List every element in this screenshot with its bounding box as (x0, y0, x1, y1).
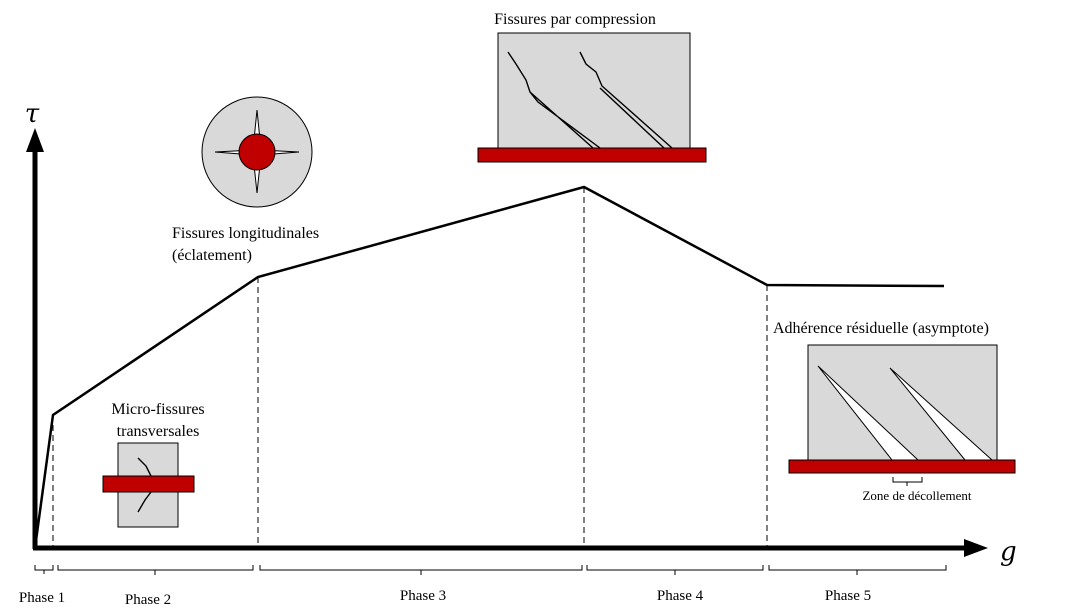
annotation: (éclatement) (172, 247, 252, 264)
annotation: Micro-fissures (111, 401, 204, 418)
residual-inset (788, 344, 1016, 486)
phase-label: Phase 2 (125, 592, 171, 608)
splitting-inset (201, 96, 313, 208)
micro-crack-inset (102, 442, 195, 528)
axes (26, 128, 988, 557)
phase-boundaries (52, 187, 768, 548)
annotation: Fissures longitudinales (172, 225, 319, 242)
y-axis-label: τ (25, 99, 40, 129)
phase-label: Phase 5 (825, 588, 871, 604)
annotation: Zone de décollement (862, 488, 971, 503)
phase-label: Phase 1 (19, 590, 65, 606)
annotation: Fissures par compression (494, 11, 656, 28)
annotation: transversales (117, 423, 200, 440)
compression-inset (477, 32, 707, 163)
x-axis-label: g (1000, 537, 1017, 567)
phase-braces (34, 565, 947, 575)
phase-label: Phase 4 (657, 588, 704, 604)
annotation: Adhérence résiduelle (asymptote) (773, 320, 989, 337)
phase-label: Phase 3 (400, 588, 446, 604)
bond-slip-curve (33, 185, 945, 549)
